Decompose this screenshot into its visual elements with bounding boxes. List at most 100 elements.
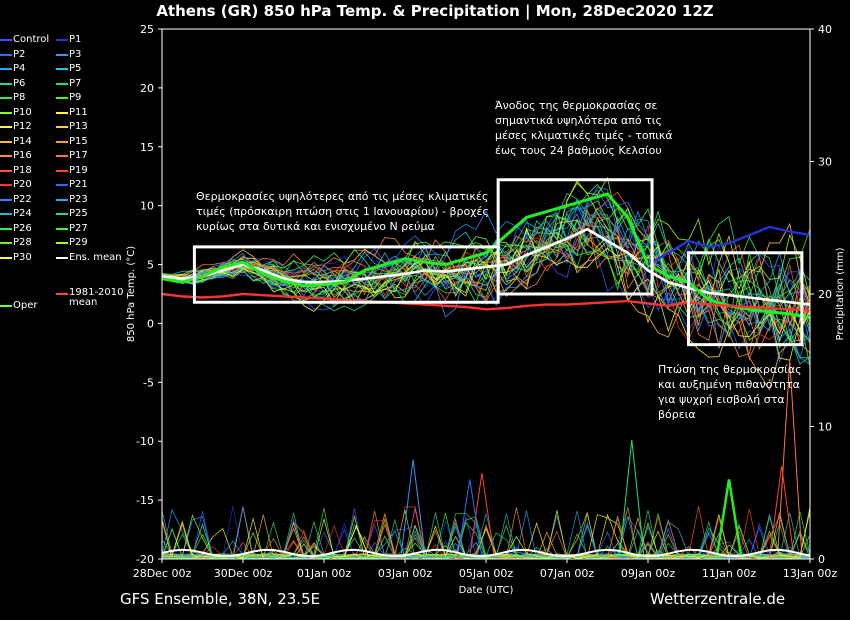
annotation-box	[687, 251, 804, 347]
legend-label: P3	[69, 48, 82, 60]
legend-swatch	[56, 198, 68, 201]
legend-swatch	[0, 227, 12, 230]
legend-swatch	[56, 256, 68, 259]
legend-label: P2	[13, 48, 26, 60]
legend-label: 1981-2010 mean	[69, 287, 124, 308]
legend-label: P27	[69, 222, 88, 234]
legend-label: P10	[13, 106, 32, 118]
footer-model-info: GFS Ensemble, 38N, 23.5E	[120, 590, 321, 608]
legend-swatch	[0, 242, 12, 244]
y-tick-label: 0	[147, 317, 154, 330]
legend-label: P20	[13, 179, 32, 190]
y2-tick-label: 10	[818, 421, 832, 434]
legend-swatch	[56, 155, 68, 157]
legend-label: P6	[13, 77, 26, 89]
legend-swatch	[56, 213, 68, 215]
annotation-texts: Θερμοκρασίες υψηλότερες από τις μέσες κλ…	[196, 99, 802, 421]
annotation-text: Πτώση της θερμοκρασίας	[658, 363, 802, 376]
legend-swatch	[0, 97, 12, 99]
precip-spike	[469, 472, 495, 557]
legend-label: Ens. mean	[69, 251, 122, 263]
x-tick-label: 09Jan 00z	[621, 567, 675, 580]
legend-swatch	[56, 169, 68, 172]
legend-label: P21	[69, 179, 88, 190]
ens-mean-line	[161, 227, 811, 306]
legend-swatch	[56, 82, 68, 85]
legend-swatch	[56, 111, 68, 114]
legend-swatch	[0, 169, 12, 172]
legend-label: P1	[69, 34, 82, 45]
legend-label: P16	[13, 150, 32, 161]
annotation-text: κυρίως στα δυτικά και ενισχυμένο Ν ρεύμα	[196, 220, 435, 233]
legend-label: P14	[13, 135, 32, 147]
y-tick-label: -15	[136, 494, 154, 507]
legend-label: P11	[69, 106, 88, 118]
y-tick-label: -5	[143, 376, 154, 389]
y-tick-label: -10	[136, 435, 154, 448]
legend-label: P30	[13, 251, 32, 263]
y-tick-label: 25	[140, 23, 154, 36]
annotation-text: και αυξημένη πιθανότητα	[658, 378, 800, 391]
legend-label: P8	[13, 92, 26, 103]
y2-tick-label: 40	[818, 23, 832, 36]
legend-swatch	[0, 213, 12, 215]
ensemble-member-line	[161, 215, 811, 343]
legend-label: P7	[69, 77, 82, 89]
legend-swatch	[0, 126, 12, 128]
axes: -20 -15 -10 -5 0 5 10 15 20 25 0 10 20 30 40 28Dec 00z 3…	[126, 23, 846, 596]
y-tick-label: 10	[140, 200, 154, 213]
legend-swatch	[56, 227, 68, 230]
x-tick-label: 05Jan 00z	[459, 567, 513, 580]
chart-title: Athens (GR) 850 hPa Temp. & Precipitatio…	[156, 2, 714, 20]
legend-label: P5	[69, 63, 82, 74]
legend-label: P22	[13, 193, 32, 205]
y-tick-label: 15	[140, 141, 154, 154]
legend-swatch	[0, 256, 12, 259]
ensemble-member-line	[161, 192, 811, 338]
precip-member-line	[161, 510, 811, 560]
legend-label: P19	[69, 164, 88, 176]
precip-spike	[343, 524, 370, 557]
precip-member-line	[161, 510, 811, 560]
legend-swatch	[0, 198, 12, 201]
legend-swatch	[0, 184, 12, 186]
precip-spike	[457, 479, 483, 557]
legend-swatch	[56, 184, 68, 186]
legend-swatch	[0, 53, 12, 56]
x-tick-label: 28Dec 00z	[133, 567, 192, 580]
x-tick-label: 01Jan 00z	[297, 567, 351, 580]
annotation-text: έως τους 24 βαθμούς Κελσίου	[495, 144, 662, 157]
y-tick-label: 20	[140, 82, 154, 95]
annotation-text: Άνοδος της θερμοκρασίας σε	[495, 99, 657, 112]
legend-label: P9	[69, 92, 82, 103]
ensemble-member-line	[161, 176, 811, 299]
legend-swatch	[0, 140, 12, 143]
legend-swatch	[56, 242, 68, 244]
legend-label: P13	[69, 121, 88, 132]
precip-spike	[769, 466, 795, 557]
legend-swatch	[0, 305, 12, 307]
legend-label: P29	[69, 237, 88, 248]
legend-label: P28	[13, 237, 32, 248]
precip-spike	[619, 439, 645, 557]
series-lines	[161, 192, 811, 320]
annotation-text: μέσες κλιματικές τιμές - τοπικά	[495, 129, 673, 142]
oper-line	[161, 192, 811, 320]
annotation-text: βόρεια	[658, 408, 696, 421]
p1-line	[647, 225, 811, 266]
legend-label: P15	[69, 135, 88, 147]
legend-label: Control	[13, 34, 50, 45]
precip-spike	[777, 360, 803, 557]
y2-tick-label: 0	[818, 553, 825, 566]
legend-label: P4	[13, 63, 26, 74]
annotation-boxes	[192, 178, 804, 347]
legend-swatch	[56, 53, 68, 56]
annotation-text: Θερμοκρασίες υψηλότερες από τις μέσες κλ…	[196, 190, 488, 203]
legend-label: P17	[69, 150, 88, 161]
precip-member-line	[161, 514, 811, 560]
annotation-text: για ψυχρή εισβολή στα	[658, 393, 785, 406]
y2-axis-label: Precipitation (mm)	[835, 247, 846, 340]
legend-swatch	[56, 39, 68, 41]
legend-label: P23	[69, 193, 88, 205]
